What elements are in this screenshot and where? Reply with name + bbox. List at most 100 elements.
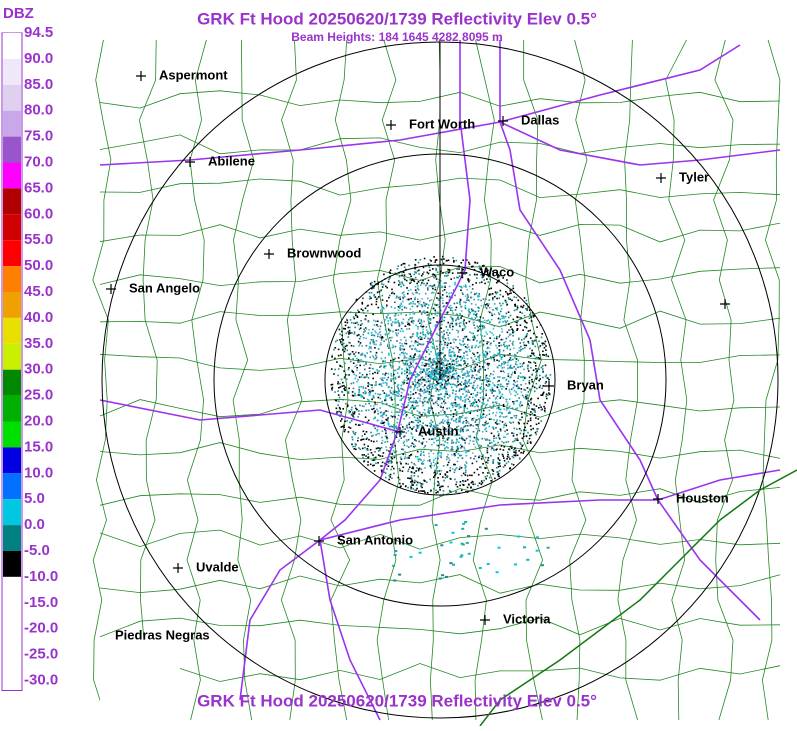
echo-pixel <box>415 348 417 351</box>
echo-pixel <box>481 324 484 327</box>
legend-label: -30.0 <box>24 671 58 688</box>
echo-pixel <box>470 481 473 484</box>
echo-pixel <box>436 402 439 405</box>
echo-pixel <box>430 430 432 432</box>
echo-pixel <box>478 265 481 268</box>
echo-pixel <box>499 302 501 305</box>
echo-pixel <box>403 440 405 443</box>
echo-pixel <box>394 444 396 447</box>
echo-pixel <box>427 333 430 335</box>
echo-pixel <box>476 404 478 407</box>
echo-pixel <box>354 326 356 329</box>
echo-pixel <box>464 467 467 469</box>
county-line <box>186 39 207 721</box>
echo-pixel <box>497 273 499 276</box>
city-marker <box>498 116 508 126</box>
echo-pixel <box>525 334 528 337</box>
echo-pixel <box>398 439 400 442</box>
echo-pixel <box>465 412 468 414</box>
echo-pixel <box>482 340 485 342</box>
echo-pixel <box>401 397 403 400</box>
echo-pixel <box>461 328 464 330</box>
echo-pixel <box>467 450 470 452</box>
echo-pixel <box>509 391 511 393</box>
echo-pixel <box>529 413 532 416</box>
echo-pixel <box>485 394 487 397</box>
echo-pixel <box>502 370 504 372</box>
echo-pixel <box>386 304 388 307</box>
echo-pixel <box>428 285 431 287</box>
echo-pixel <box>411 401 414 404</box>
echo-pixel <box>388 341 390 344</box>
echo-pixel <box>446 419 449 422</box>
echo-pixel <box>387 465 390 467</box>
echo-pixel <box>473 313 475 315</box>
echo-pixel <box>536 368 538 370</box>
echo-pixel <box>474 366 477 368</box>
echo-pixel <box>386 317 388 319</box>
echo-pixel <box>449 309 452 311</box>
echo-pixel <box>501 411 503 414</box>
echo-pixel <box>499 318 502 321</box>
echo-pixel <box>398 389 400 391</box>
echo-pixel <box>377 325 379 328</box>
echo-pixel <box>420 284 422 286</box>
echo-pixel <box>498 389 500 391</box>
echo-pixel <box>389 317 391 319</box>
echo-pixel <box>509 333 511 335</box>
echo-pixel <box>383 340 385 343</box>
echo-pixel <box>455 345 457 348</box>
echo-pixel <box>360 359 362 361</box>
echo-pixel <box>460 489 463 491</box>
echo-pixel <box>468 311 470 313</box>
echo-pixel <box>392 346 395 348</box>
echo-pixel <box>413 472 416 474</box>
echo-pixel <box>367 419 370 422</box>
echo-pixel <box>380 357 383 360</box>
echo-pixel <box>428 367 430 370</box>
echo-pixel <box>432 285 434 287</box>
echo-pixel <box>420 372 422 375</box>
echo-pixel <box>360 439 362 441</box>
echo-pixel <box>454 463 456 466</box>
echo-pixel <box>510 359 512 362</box>
echo-pixel <box>343 424 345 427</box>
echo-pixel <box>417 337 420 339</box>
coastline <box>479 469 797 727</box>
echo-pixel <box>465 351 468 353</box>
echo-pixel <box>538 379 540 382</box>
echo-pixel <box>499 428 502 431</box>
echo-pixel <box>531 352 533 354</box>
echo-pixel <box>476 295 479 298</box>
echo-pixel <box>458 397 460 400</box>
echo-pixel <box>512 386 515 389</box>
echo-pixel <box>411 411 413 413</box>
echo-pixel <box>429 409 431 412</box>
echo-pixel <box>464 301 467 304</box>
echo-pixel <box>399 307 401 310</box>
echo-pixel <box>369 341 371 344</box>
echo-pixel <box>349 311 352 313</box>
echo-pixel <box>447 461 450 464</box>
echo-pixel <box>419 397 421 400</box>
echo-pixel <box>509 298 511 301</box>
echo-pixel <box>504 315 507 318</box>
echo-pixel <box>446 375 448 377</box>
echo-pixel <box>352 371 354 373</box>
echo-pixel <box>440 361 443 363</box>
echo-pixel <box>377 348 380 350</box>
echo-pixel <box>529 389 532 392</box>
echo-pixel <box>397 411 399 413</box>
echo-pixel <box>413 397 415 400</box>
echo-pixel <box>370 339 373 341</box>
echo-pixel <box>445 414 448 416</box>
echo-pixel <box>396 395 399 397</box>
echo-pixel <box>505 462 508 465</box>
echo-pixel <box>410 288 412 291</box>
echo-pixel <box>415 480 418 483</box>
echo-pixel <box>419 378 422 381</box>
echo-pixel <box>430 313 433 316</box>
echo-pixel <box>392 344 394 347</box>
echo-pixel <box>434 437 436 440</box>
echo-pixel <box>406 328 408 330</box>
